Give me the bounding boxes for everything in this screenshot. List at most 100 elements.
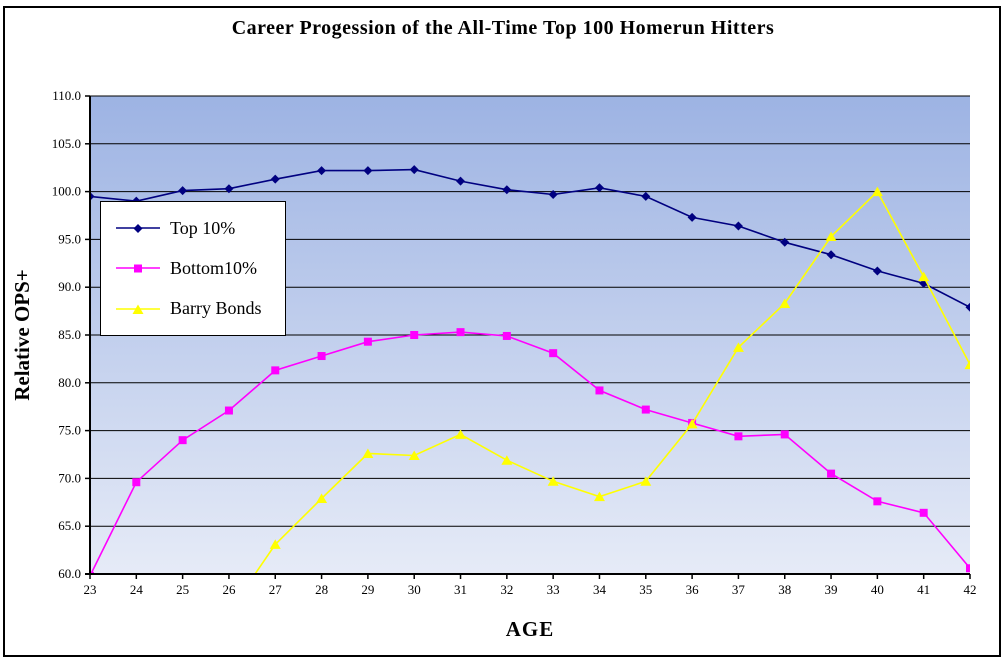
legend-item-bottom10: Bottom10% [115, 258, 285, 279]
data-point-top-10 [594, 183, 604, 193]
y-tick-label: 100.0 [52, 184, 81, 199]
x-tick-label: 23 [84, 582, 97, 597]
data-point-barry-bonds [825, 231, 837, 242]
data-point-bottom10 [178, 436, 187, 445]
data-point-bottom10 [271, 366, 280, 375]
data-point-top-10 [687, 212, 697, 222]
data-point-bottom10 [641, 405, 650, 414]
data-point-bottom10 [873, 497, 882, 506]
series-line-top-10 [90, 168, 970, 309]
data-point-barry-bonds [223, 607, 234, 617]
data-point-top-10 [178, 186, 188, 196]
y-tick-label: 105.0 [52, 136, 81, 151]
data-point-bottom10 [224, 406, 233, 415]
data-point-barry-bonds [686, 418, 698, 429]
data-point-bottom10 [734, 432, 743, 441]
data-point-barry-bonds [964, 359, 970, 370]
data-point-top-10 [90, 191, 95, 201]
data-point-top-10 [317, 166, 327, 176]
data-point-bottom10 [363, 337, 372, 346]
data-point-barry-bonds [918, 271, 930, 282]
legend-item-top-10: Top 10% [115, 218, 285, 239]
data-point-top-10 [965, 302, 970, 312]
data-point-bottom10 [919, 508, 928, 517]
data-point-bottom10 [132, 478, 141, 487]
x-tick-label: 41 [917, 582, 930, 597]
data-point-top-10 [456, 176, 466, 186]
data-point-bottom10 [410, 331, 419, 339]
x-tick-label: 34 [593, 582, 607, 597]
data-point-top-10 [409, 165, 419, 175]
y-tick-label: 75.0 [58, 423, 81, 438]
x-tick-label: 30 [408, 582, 421, 597]
legend-triangle-marker-icon [116, 304, 160, 314]
legend-item-label: Top 10% [170, 217, 236, 238]
x-tick-label: 32 [500, 582, 513, 597]
data-point-top-10 [826, 250, 836, 260]
legend-diamond-marker-icon [116, 224, 160, 234]
y-tick-label: 80.0 [58, 375, 81, 390]
legend-item-label: Bottom10% [170, 257, 258, 278]
data-point-barry-bonds [640, 476, 652, 486]
x-tick-label: 31 [454, 582, 467, 597]
x-tick-label: 26 [222, 582, 236, 597]
x-tick-label: 40 [871, 582, 884, 597]
x-tick-label: 25 [176, 582, 189, 597]
data-point-bottom10 [549, 349, 558, 358]
series-group [90, 165, 970, 617]
x-tick-label: 35 [639, 582, 652, 597]
data-point-barry-bonds [316, 493, 328, 503]
data-point-top-10 [641, 191, 651, 201]
x-tick-label: 28 [315, 582, 328, 597]
data-point-top-10 [733, 221, 743, 231]
legend-square-marker-icon [116, 264, 160, 273]
x-axis-title: AGE [505, 617, 555, 641]
y-tick-label: 95.0 [58, 231, 81, 246]
x-tick-label: 24 [130, 582, 144, 597]
x-tick-label: 29 [361, 582, 374, 597]
x-tick-label: 37 [732, 582, 746, 597]
data-point-top-10 [780, 237, 790, 247]
x-tick-label: 27 [269, 582, 283, 597]
legend-item-barry-bonds: Barry Bonds [115, 298, 285, 319]
y-tick-label: 110.0 [52, 88, 81, 103]
data-point-barry-bonds [593, 491, 605, 502]
data-point-barry-bonds [547, 476, 559, 486]
x-tick-label: 42 [964, 582, 977, 597]
data-point-barry-bonds [455, 429, 467, 439]
x-tick-label: 38 [778, 582, 791, 597]
y-tick-label: 85.0 [58, 327, 81, 342]
data-point-bottom10 [827, 469, 836, 478]
data-point-bottom10 [456, 328, 465, 337]
data-point-bottom10 [502, 331, 511, 340]
data-point-barry-bonds [362, 448, 374, 459]
data-point-bottom10 [317, 352, 326, 361]
data-point-top-10 [363, 166, 373, 176]
data-point-top-10 [270, 174, 280, 184]
legend: Top 10% Bottom10% Barry Bonds [100, 201, 286, 336]
y-axis-title: Relative OPS+ [10, 269, 34, 401]
data-point-bottom10 [780, 430, 789, 439]
data-point-barry-bonds [779, 298, 791, 308]
x-tick-label: 39 [825, 582, 838, 597]
data-point-bottom10 [966, 564, 970, 573]
y-tick-label: 90.0 [58, 279, 81, 294]
data-point-top-10 [224, 184, 234, 194]
data-point-barry-bonds [732, 342, 744, 352]
data-point-top-10 [548, 189, 558, 199]
data-point-bottom10 [595, 386, 604, 395]
data-point-barry-bonds [269, 539, 281, 549]
y-tick-label: 60.0 [58, 566, 81, 581]
y-tick-label: 65.0 [58, 518, 81, 533]
data-point-top-10 [872, 266, 882, 276]
data-point-barry-bonds [871, 186, 883, 197]
data-point-barry-bonds [501, 455, 513, 465]
legend-item-label: Barry Bonds [170, 298, 262, 319]
series-line-bottom10 [90, 331, 970, 574]
chart-title: Career Progession of the All-Time Top 10… [231, 17, 775, 39]
x-tick-label: 36 [686, 582, 700, 597]
y-tick-label: 70.0 [58, 470, 81, 485]
x-tick-label: 33 [547, 582, 560, 597]
data-point-barry-bonds [408, 450, 420, 460]
data-point-top-10 [502, 185, 512, 195]
